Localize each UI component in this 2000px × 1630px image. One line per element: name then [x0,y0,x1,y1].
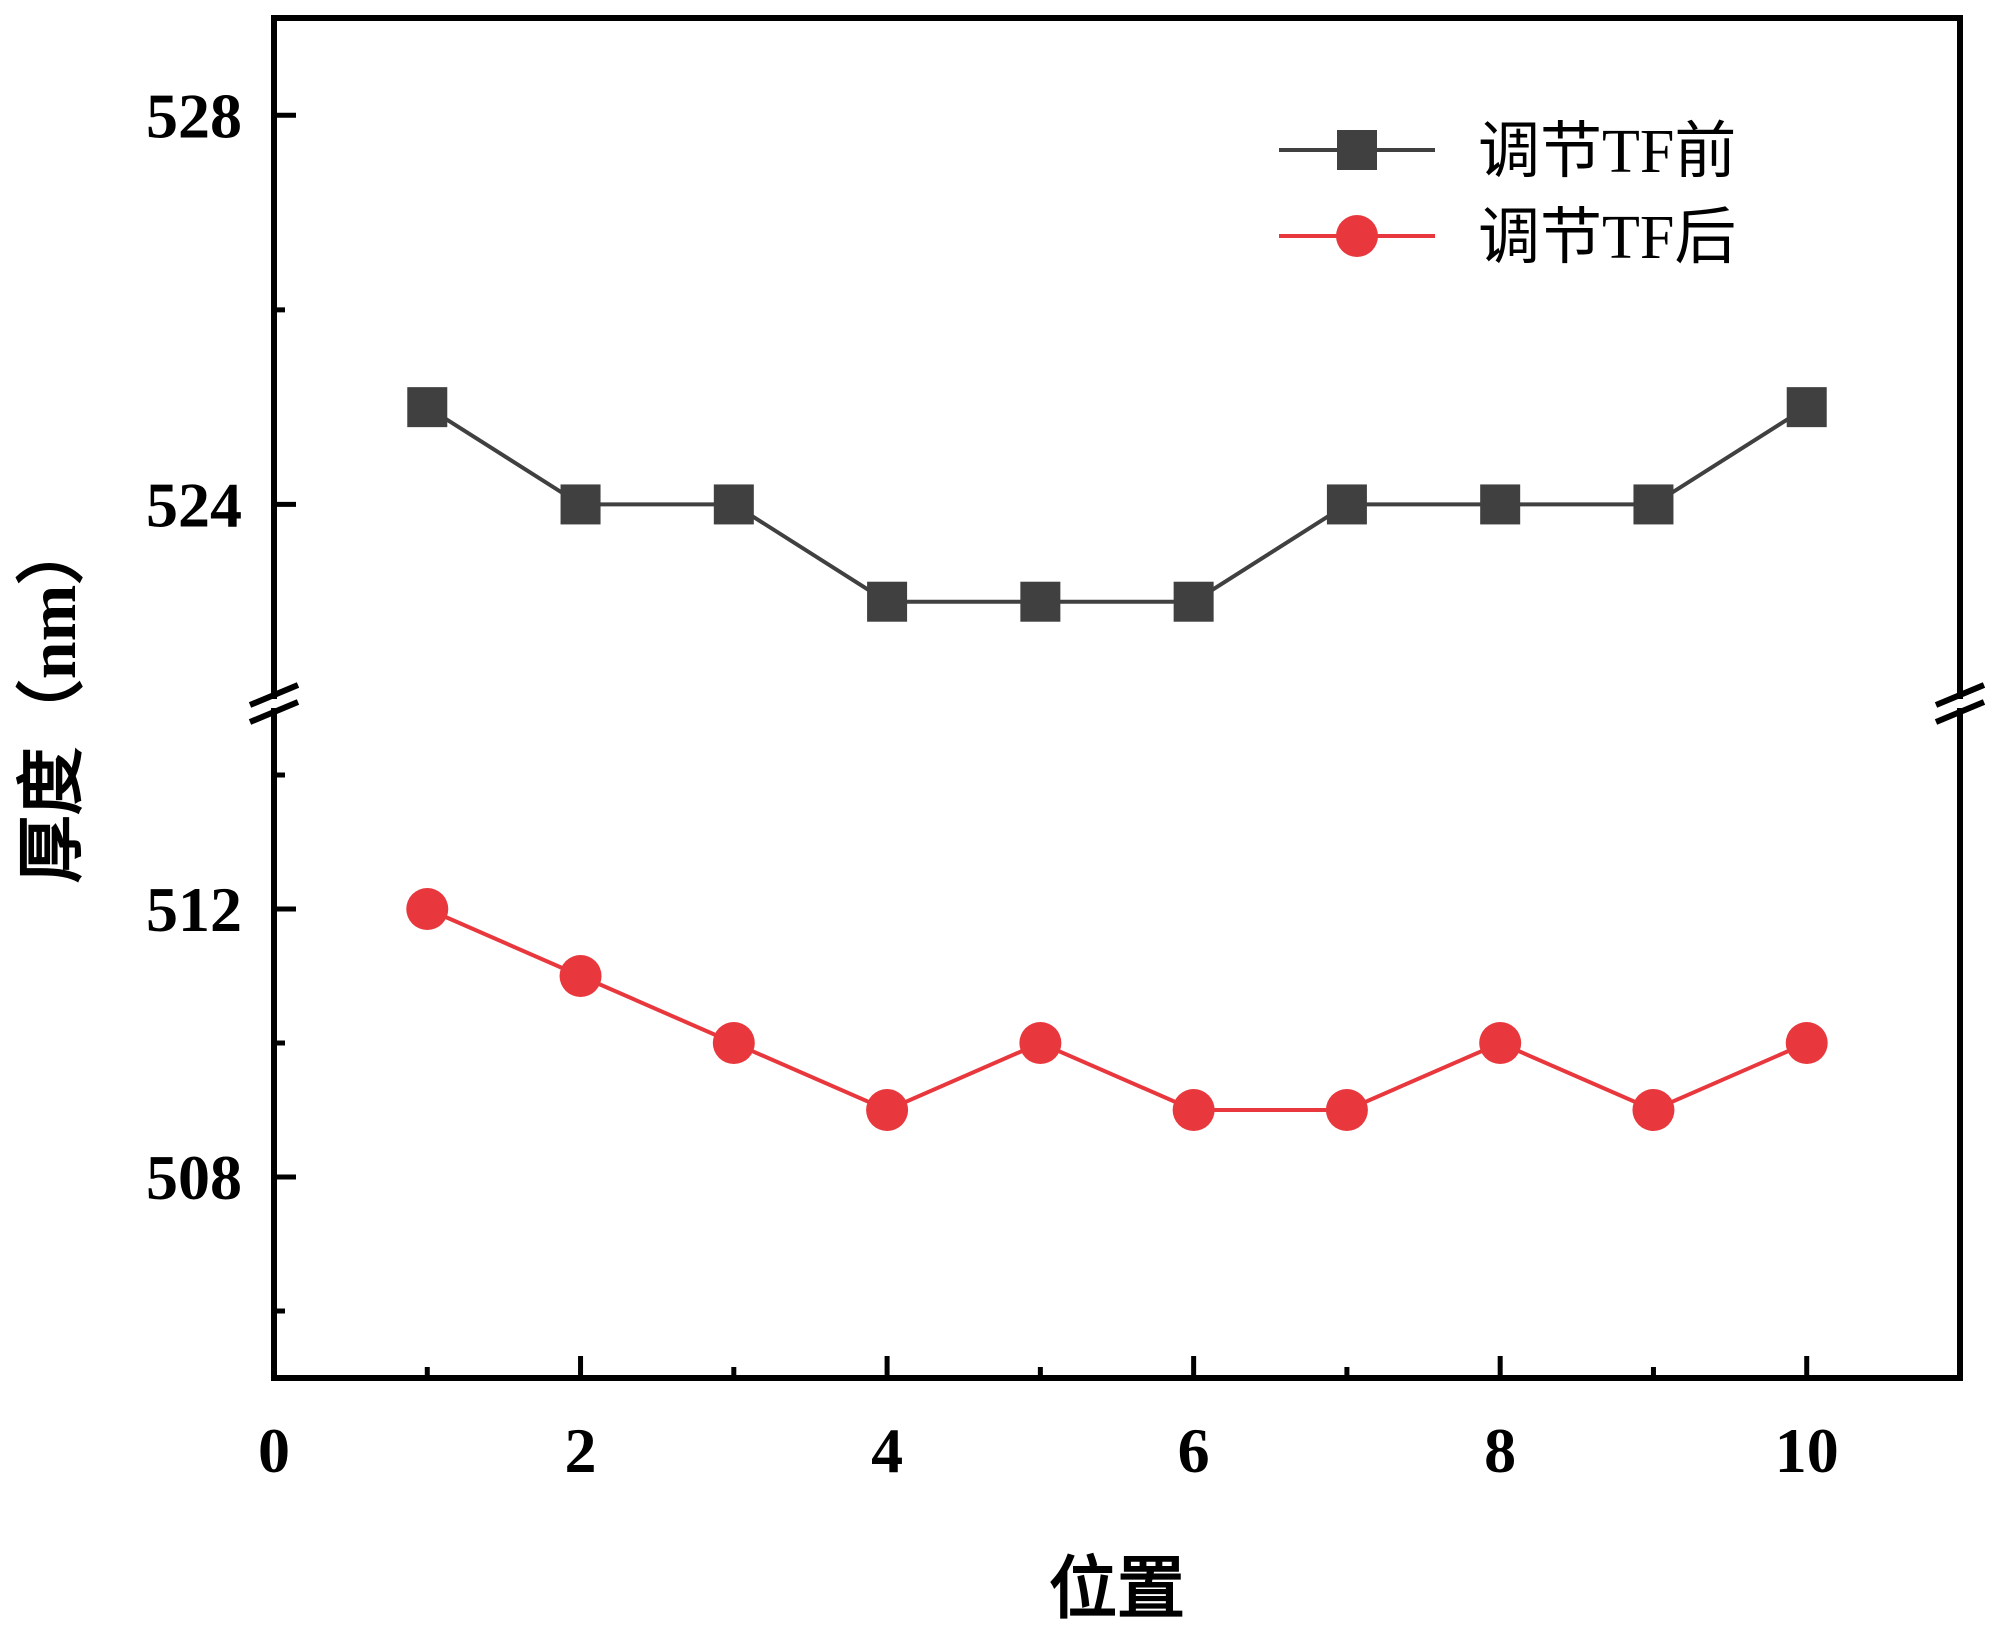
data-point-circle [406,888,449,930]
data-point-square [867,581,908,622]
data-point-square [1633,484,1674,525]
y-tick-label: 508 [146,1142,242,1213]
series-layer [406,387,1828,1131]
data-point-square [560,484,601,525]
y-tick-label: 524 [146,469,242,540]
legend-label: 调节TF后 [1478,204,1736,272]
legend-square-marker [1337,130,1377,170]
data-point-square [1326,484,1367,525]
x-tick-label: 4 [871,1415,903,1486]
y-axis-break-mark [248,699,300,725]
series-line [426,907,1808,1113]
data-point-circle [1172,1089,1215,1131]
right-axis-break-mark [1934,682,1986,708]
data-point-circle [1019,1022,1062,1064]
data-point-square [713,484,754,525]
series-line [426,405,1808,604]
y-axis-break-mark [248,682,300,708]
x-tick-label: 2 [565,1415,597,1486]
data-point-square [407,387,448,428]
data-point-circle [712,1022,755,1064]
data-point-circle [1479,1022,1522,1064]
y-tick-label: 512 [146,874,242,945]
data-point-square [1020,581,1061,622]
x-tick-label: 10 [1775,1415,1839,1486]
x-tick-label: 8 [1484,1415,1516,1486]
data-point-circle [1785,1022,1828,1064]
data-point-circle [559,955,602,997]
right-axis-break-mark [1934,699,1986,725]
data-point-circle [866,1089,909,1131]
data-point-circle [1632,1089,1675,1131]
data-point-square [1786,387,1827,428]
x-tick-label: 0 [258,1415,290,1486]
y-tick-label: 528 [146,80,242,151]
y-axis-label: 厚度（nm） [14,517,90,883]
axes: 0 2 4 6 8 10 524 528 508 512 [146,15,1986,1486]
x-axis-label: 位置 [1049,1551,1185,1627]
data-point-square [1480,484,1521,525]
x-tick-label: 6 [1178,1415,1210,1486]
legend-circle-marker [1336,215,1378,257]
legend-label: 调节TF前 [1478,118,1736,186]
data-point-circle [1325,1089,1368,1131]
data-point-square [1173,581,1214,622]
